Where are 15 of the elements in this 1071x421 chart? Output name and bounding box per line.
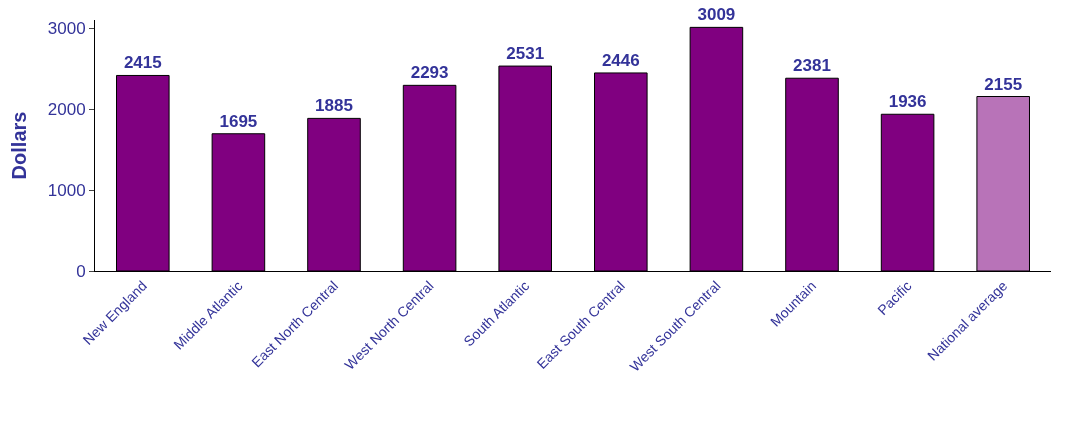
y-tick-label: 0 xyxy=(76,261,86,281)
y-axis-title: Dollars xyxy=(8,111,31,180)
data-label: 1936 xyxy=(888,92,927,112)
data-label: 1695 xyxy=(219,111,258,131)
y-tick-label: 1000 xyxy=(47,180,86,200)
data-label: 2446 xyxy=(601,50,640,70)
data-label: 2415 xyxy=(123,53,162,73)
data-label: 2531 xyxy=(506,44,545,64)
data-label: 2381 xyxy=(793,56,831,76)
data-label: 1885 xyxy=(315,96,353,116)
y-tick-label: 2000 xyxy=(47,100,86,120)
data-label: 2155 xyxy=(984,74,1023,94)
data-label: 3009 xyxy=(697,5,736,25)
data-label: 2293 xyxy=(410,63,449,83)
y-tick-label: 3000 xyxy=(47,19,86,39)
